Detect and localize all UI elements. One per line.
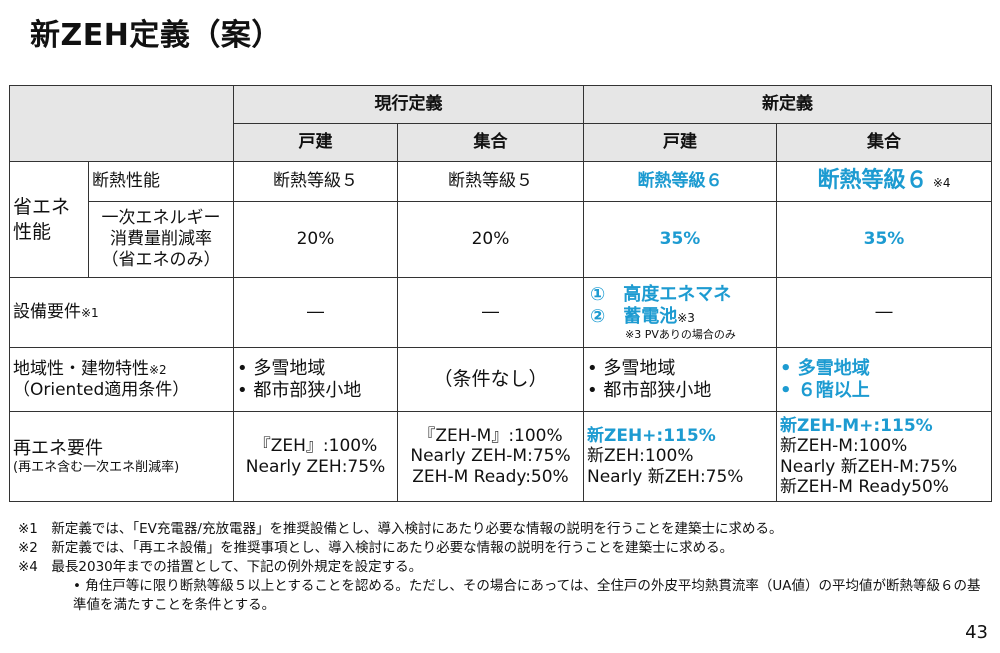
- header-current-detached: 戸建: [233, 123, 398, 162]
- insulation-new-collective-cell: 断熱等級６ ※4: [776, 161, 992, 202]
- footnote-4-detail: • 角住戸等に限り断熱等級５以上とすることを認める。ただし、その場合にあっては、…: [73, 578, 981, 613]
- renewable-label-cell: 再エネ要件 (再エネ含む一次エネ削減率): [9, 411, 234, 502]
- renewable-new-zehm-ready: 新ZEH-M Ready50%: [780, 476, 949, 497]
- footnotes: ※1 新定義では、「EV充電器/充放電器」を推奨設備とし、導入検討にあたり必要な…: [18, 520, 988, 615]
- footnote-4: ※4 最長2030年までの措置として、下記の例外規定を設定する。: [18, 559, 423, 575]
- insulation-current-detached: 断熱等級５: [233, 161, 398, 202]
- header-new-detached: 戸建: [583, 123, 777, 162]
- equipment-item-energy-management: ① 高度エネマネ: [590, 284, 732, 306]
- insulation-label: 断熱性能: [88, 161, 234, 202]
- zeh-definition-table: 現行定義 新定義 戸建 集合 戸建 集合 省エネ 性能 断熱性能 断熱等級５ 断…: [9, 85, 992, 502]
- regional-label-note: ※2: [149, 363, 167, 378]
- insulation-new-detached: 断熱等級６: [583, 161, 777, 202]
- renewable-current-nearly-zehm: Nearly ZEH-M:75%: [410, 446, 571, 467]
- renewable-current-nearly-zeh: Nearly ZEH:75%: [245, 456, 386, 477]
- energy-performance-label: 省エネ 性能: [9, 161, 89, 278]
- regional-new-detached-cell: • 多雪地域 • 都市部狭小地: [583, 347, 777, 412]
- renewable-new-zehm-plus: 新ZEH-M+:115%: [780, 415, 933, 436]
- regional-new-narrow: • 都市部狭小地: [587, 379, 712, 401]
- equipment-item-battery-line: ② 蓄電池※3: [590, 306, 773, 328]
- primary-new-collective: 35%: [776, 201, 992, 278]
- renewable-current-zehm-ready: ZEH-M Ready:50%: [412, 466, 569, 487]
- primary-current-detached: 20%: [233, 201, 398, 278]
- regional-current-snow: • 多雪地域: [237, 357, 326, 379]
- equipment-item-battery: ② 蓄電池: [590, 305, 678, 327]
- regional-current-detached-cell: • 多雪地域 • 都市部狭小地: [233, 347, 398, 412]
- equipment-current-collective: ―: [397, 277, 584, 348]
- header-new-definition: 新定義: [583, 85, 992, 124]
- regional-new-collective-snow: • 多雪地域: [780, 357, 870, 379]
- footnote-1: ※1 新定義では、「EV充電器/充放電器」を推奨設備とし、導入検討にあたり必要な…: [18, 521, 783, 537]
- renewable-new-zeh: 新ZEH:100%: [587, 446, 694, 467]
- equipment-label: 設備要件: [13, 302, 81, 323]
- renewable-current-detached-cell: 『ZEH』:100% Nearly ZEH:75%: [233, 411, 398, 502]
- regional-new-collective-floors: • ６階以上: [780, 379, 870, 401]
- renewable-new-collective-cell: 新ZEH-M+:115% 新ZEH-M:100% Nearly 新ZEH-M:7…: [776, 411, 992, 502]
- page-number: 43: [965, 622, 988, 643]
- renewable-current-zeh: 『ZEH』:100%: [253, 436, 378, 457]
- renewable-label-sub: (再エネ含む一次エネ削減率): [13, 459, 180, 475]
- insulation-new-collective: 断熱等級６: [817, 168, 928, 194]
- equipment-new-detached-cell: ① 高度エネマネ ② 蓄電池※3 ※3 PVありの場合のみ: [583, 277, 777, 348]
- regional-label-cell: 地域性・建物特性※2 （Oriented適用条件）: [9, 347, 234, 412]
- regional-label-sub: （Oriented適用条件）: [13, 379, 190, 400]
- primary-current-collective: 20%: [397, 201, 584, 278]
- footnote-2: ※2 新定義では、「再エネ設備」を推奨事項とし、導入検討にあたり必要な情報の説明…: [18, 540, 734, 556]
- renewable-new-zehm: 新ZEH-M:100%: [780, 436, 908, 457]
- corner-header-cell: [9, 85, 234, 162]
- renewable-new-nearly-zehm: Nearly 新ZEH-M:75%: [780, 456, 958, 477]
- primary-new-detached: 35%: [583, 201, 777, 278]
- regional-current-collective: （条件なし）: [397, 347, 584, 412]
- regional-label: 地域性・建物特性: [13, 359, 149, 380]
- renewable-new-detached-cell: 新ZEH+:115% 新ZEH:100% Nearly 新ZEH:75%: [583, 411, 777, 502]
- equipment-label-note: ※1: [81, 306, 99, 321]
- renewable-label: 再エネ要件: [13, 437, 103, 459]
- regional-new-snow: • 多雪地域: [587, 357, 676, 379]
- insulation-current-collective: 断熱等級５: [397, 161, 584, 202]
- regional-current-narrow: • 都市部狭小地: [237, 379, 362, 401]
- header-current-collective: 集合: [397, 123, 584, 162]
- renewable-current-zehm: 『ZEH-M』:100%: [418, 425, 563, 446]
- page-title: 新ZEH定義（案）: [30, 18, 282, 53]
- equipment-pv-note: ※3 PVありの場合のみ: [625, 327, 736, 341]
- renewable-new-nearly-zeh: Nearly 新ZEH:75%: [587, 466, 744, 487]
- regional-label-line: 地域性・建物特性※2: [13, 359, 230, 379]
- insulation-new-collective-note: ※4: [932, 176, 951, 191]
- header-new-collective: 集合: [776, 123, 992, 162]
- renewable-new-zeh-plus: 新ZEH+:115%: [587, 425, 716, 446]
- header-current-definition: 現行定義: [233, 85, 584, 124]
- primary-energy-label: 一次エネルギー 消費量削減率 （省エネのみ）: [88, 201, 234, 278]
- equipment-item-battery-note: ※3: [677, 310, 695, 325]
- equipment-current-detached: ―: [233, 277, 398, 348]
- equipment-new-collective: ―: [776, 277, 992, 348]
- equipment-label-cell: 設備要件※1: [9, 277, 234, 348]
- regional-new-collective-cell: • 多雪地域 • ６階以上: [776, 347, 992, 412]
- renewable-current-collective-cell: 『ZEH-M』:100% Nearly ZEH-M:75% ZEH-M Read…: [397, 411, 584, 502]
